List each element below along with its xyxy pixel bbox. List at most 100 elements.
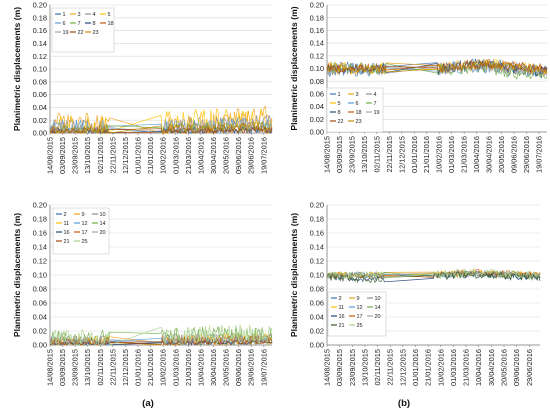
x-tick-label: 01/01/2016 [411,349,420,386]
x-tick-label: 23/09/2015 [347,136,356,173]
series-line-21 [326,271,541,284]
x-tick-label: 22/11/2015 [108,349,117,385]
y-tick-label: 0.18 [33,13,47,22]
y-tick-label: 0.06 [33,299,47,308]
y-tick-label: 0.10 [310,271,324,280]
x-tick-label: 14/08/2015 [46,137,55,174]
x-tick-label: 12/12/2015 [121,349,130,386]
y-tick-label: 0.04 [33,103,47,112]
legend-label: 5 [108,12,111,18]
y-tick-label: 0.16 [310,229,324,238]
x-tick-label: 01/03/2016 [171,349,180,386]
legend-label: 21 [64,239,70,245]
legend-label: 3 [78,12,81,18]
x-tick-label: 03/09/2015 [335,349,344,386]
y-tick-label: 0.00 [33,341,47,350]
x-tick-label: 10/02/2016 [435,136,444,173]
legend-label: 12 [82,221,88,227]
x-tick-label: 20/05/2016 [499,349,508,386]
x-tick-label: 10/02/2016 [436,349,445,386]
x-tick-label: 14/08/2015 [46,349,55,386]
legend-label: 7 [374,101,377,107]
y-tick-label: 0.02 [310,115,324,124]
x-tick-label: 03/09/2015 [335,136,344,173]
x-tick-label: 01/03/2016 [171,137,180,174]
x-tick-label: 21/03/2016 [184,137,193,174]
x-tick-label: 21/03/2016 [462,349,471,386]
legend-label: 25 [82,239,88,245]
legend-label: 14 [375,305,381,311]
series-line-11 [326,269,541,279]
chart-panel-top-right: 0.00 0.02 0.04 0.06 0.08 0.10 0.12 0.14 0.16 0.18… [289,1,548,173]
x-tick-label: 14/08/2015 [323,349,332,386]
legend: 1 3 4 5 6 7 8 18 19 22 23 [326,87,384,133]
legend-label: 3 [356,92,359,98]
y-tick-label: 0.04 [310,102,324,111]
legend-label: 1 [63,12,66,18]
y-tick-label: 0.00 [310,341,324,350]
x-tick-label: 12/12/2015 [398,349,407,386]
legend-label: 23 [93,30,99,36]
x-tick-label: 10/04/2016 [472,136,481,173]
x-tick-label: 02/11/2015 [96,137,105,173]
y-tick-label: 0.10 [33,65,47,74]
x-tick-label: 01/01/2016 [134,349,143,386]
legend-label: 8 [93,21,96,27]
x-tick-label: 13/10/2015 [83,349,92,386]
series-line-23 [49,121,273,135]
x-tick-label: 29/06/2016 [247,137,256,174]
y-tick-label: 0.10 [310,64,324,73]
y-tick-label: 0.14 [33,39,47,48]
x-tick-label: 01/01/2016 [410,136,419,173]
x-tick-label: 13/10/2015 [360,136,369,173]
x-tick-label: 13/10/2015 [83,137,92,174]
legend-label: 22 [78,30,84,36]
y-tick-label: 0.16 [33,229,47,238]
legend-label: 10 [375,296,381,302]
legend-label: 5 [338,101,341,107]
series-line-25 [326,267,541,280]
chart-panel-top-left: 0.00 0.02 0.04 0.06 0.08 0.10 0.12 0.14 0.16 0.18… [12,1,273,174]
x-tick-label: 10/02/2016 [159,349,168,386]
y-tick-label: 0.12 [33,257,47,266]
y-tick-label: 0.10 [33,271,47,280]
y-axis-label: Planimetric displacements (m) [289,6,299,130]
x-tick-label: 12/12/2015 [397,136,406,173]
y-tick-label: 0.08 [33,77,47,86]
legend-label: 16 [339,314,345,320]
y-tick-label: 0.04 [33,313,47,322]
x-tick-label: 21/03/2016 [184,349,193,386]
x-tick-label: 23/09/2015 [348,349,357,386]
y-tick-label: 0.04 [310,313,324,322]
y-tick-label: 0.20 [33,201,47,210]
legend-label: 20 [375,314,381,320]
legend-label: 16 [64,230,70,236]
caption-a: (a) [142,398,154,409]
y-tick-label: 0.02 [33,327,47,336]
x-tick-label: 03/09/2015 [58,349,67,386]
x-tick-label: 01/03/2016 [447,136,456,173]
x-tick-label: 10/04/2016 [196,137,205,174]
y-tick-label: 0.14 [310,243,324,252]
x-tick-label: 19/07/2016 [259,349,268,386]
x-tick-label: 30/04/2016 [209,137,218,174]
x-tick-label: 10/04/2016 [474,349,483,386]
x-tick-label: 09/06/2016 [512,349,521,386]
legend-label: 6 [356,101,359,107]
x-tick-label: 30/04/2016 [485,136,494,173]
y-tick-label: 0.12 [310,257,324,266]
x-tick-label: 12/12/2015 [121,137,130,174]
chart-panel-bottom-left: 0.00 0.02 0.04 0.06 0.08 0.10 0.12 0.14 0.16 0.18… [12,201,273,386]
y-tick-label: 0.02 [310,327,324,336]
x-tick-label: 23/09/2015 [71,137,80,174]
legend-label: 12 [357,305,363,311]
legend-box [326,87,384,133]
x-tick-label: 23/09/2015 [71,349,80,386]
x-tick-label: 29/06/2016 [522,136,531,173]
y-tick-label: 0.20 [310,1,324,10]
x-tick-label: 14/08/2015 [323,136,332,173]
legend-label: 17 [357,314,363,320]
legend-label: 8 [338,110,341,116]
x-tick-label: 21/01/2016 [424,349,433,386]
